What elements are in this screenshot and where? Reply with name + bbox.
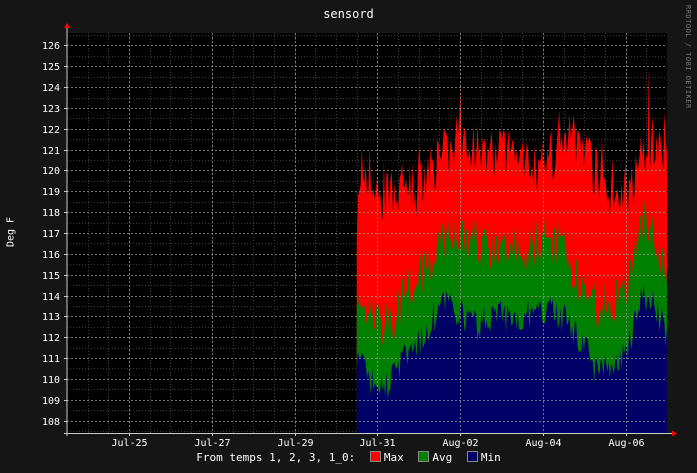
y-tick-label: 112: [42, 333, 60, 344]
legend-label-max: Max: [383, 451, 404, 464]
y-tick-label: 113: [42, 312, 60, 323]
y-tick-label: 118: [42, 208, 60, 219]
y-tick-label: 125: [42, 62, 60, 73]
rrdtool-watermark: RRDTOOL / TOBI OETIKER: [684, 5, 692, 109]
legend-swatch-max: [369, 451, 381, 462]
y-tick-label: 115: [42, 271, 60, 282]
legend: From temps 1, 2, 3, 1_0: Max Avg Min: [0, 451, 697, 464]
y-tick-label: 126: [42, 41, 60, 52]
y-tick-label: 119: [42, 187, 60, 198]
x-axis-arrow: [672, 430, 677, 437]
legend-swatch-avg: [418, 451, 430, 462]
x-tick-label: Jul-27: [194, 438, 230, 449]
x-tick-label: Jul-29: [277, 438, 313, 449]
x-tick-label: Aug-02: [442, 438, 478, 449]
y-tick-label: 111: [42, 354, 60, 365]
legend-prefix: From temps 1, 2, 3, 1_0:: [196, 451, 356, 464]
legend-label-min: Min: [480, 451, 501, 464]
x-tick-label: Aug-06: [608, 438, 644, 449]
legend-label-avg: Avg: [432, 451, 453, 464]
y-tick-label: 124: [42, 83, 60, 94]
y-tick-label: 123: [42, 104, 60, 115]
y-tick-label: 109: [42, 396, 60, 407]
y-axis-arrow: [64, 23, 70, 28]
y-tick-label: 117: [42, 229, 60, 240]
y-tick-label: 122: [42, 125, 60, 136]
x-tick-label: Aug-04: [525, 438, 561, 449]
x-tick-label: Jul-31: [359, 438, 395, 449]
y-tick-label: 108: [42, 417, 60, 428]
major-grid: [67, 33, 667, 433]
y-tick-label: 121: [42, 146, 60, 157]
legend-swatch-min: [466, 451, 478, 462]
chart-title: sensord: [323, 7, 374, 21]
y-tick-label: 120: [42, 166, 60, 177]
y-tick-label: 110: [42, 375, 60, 386]
y-tick-label: 114: [42, 292, 60, 303]
x-tick-label: Jul-25: [111, 438, 147, 449]
y-tick-label: 116: [42, 250, 60, 261]
